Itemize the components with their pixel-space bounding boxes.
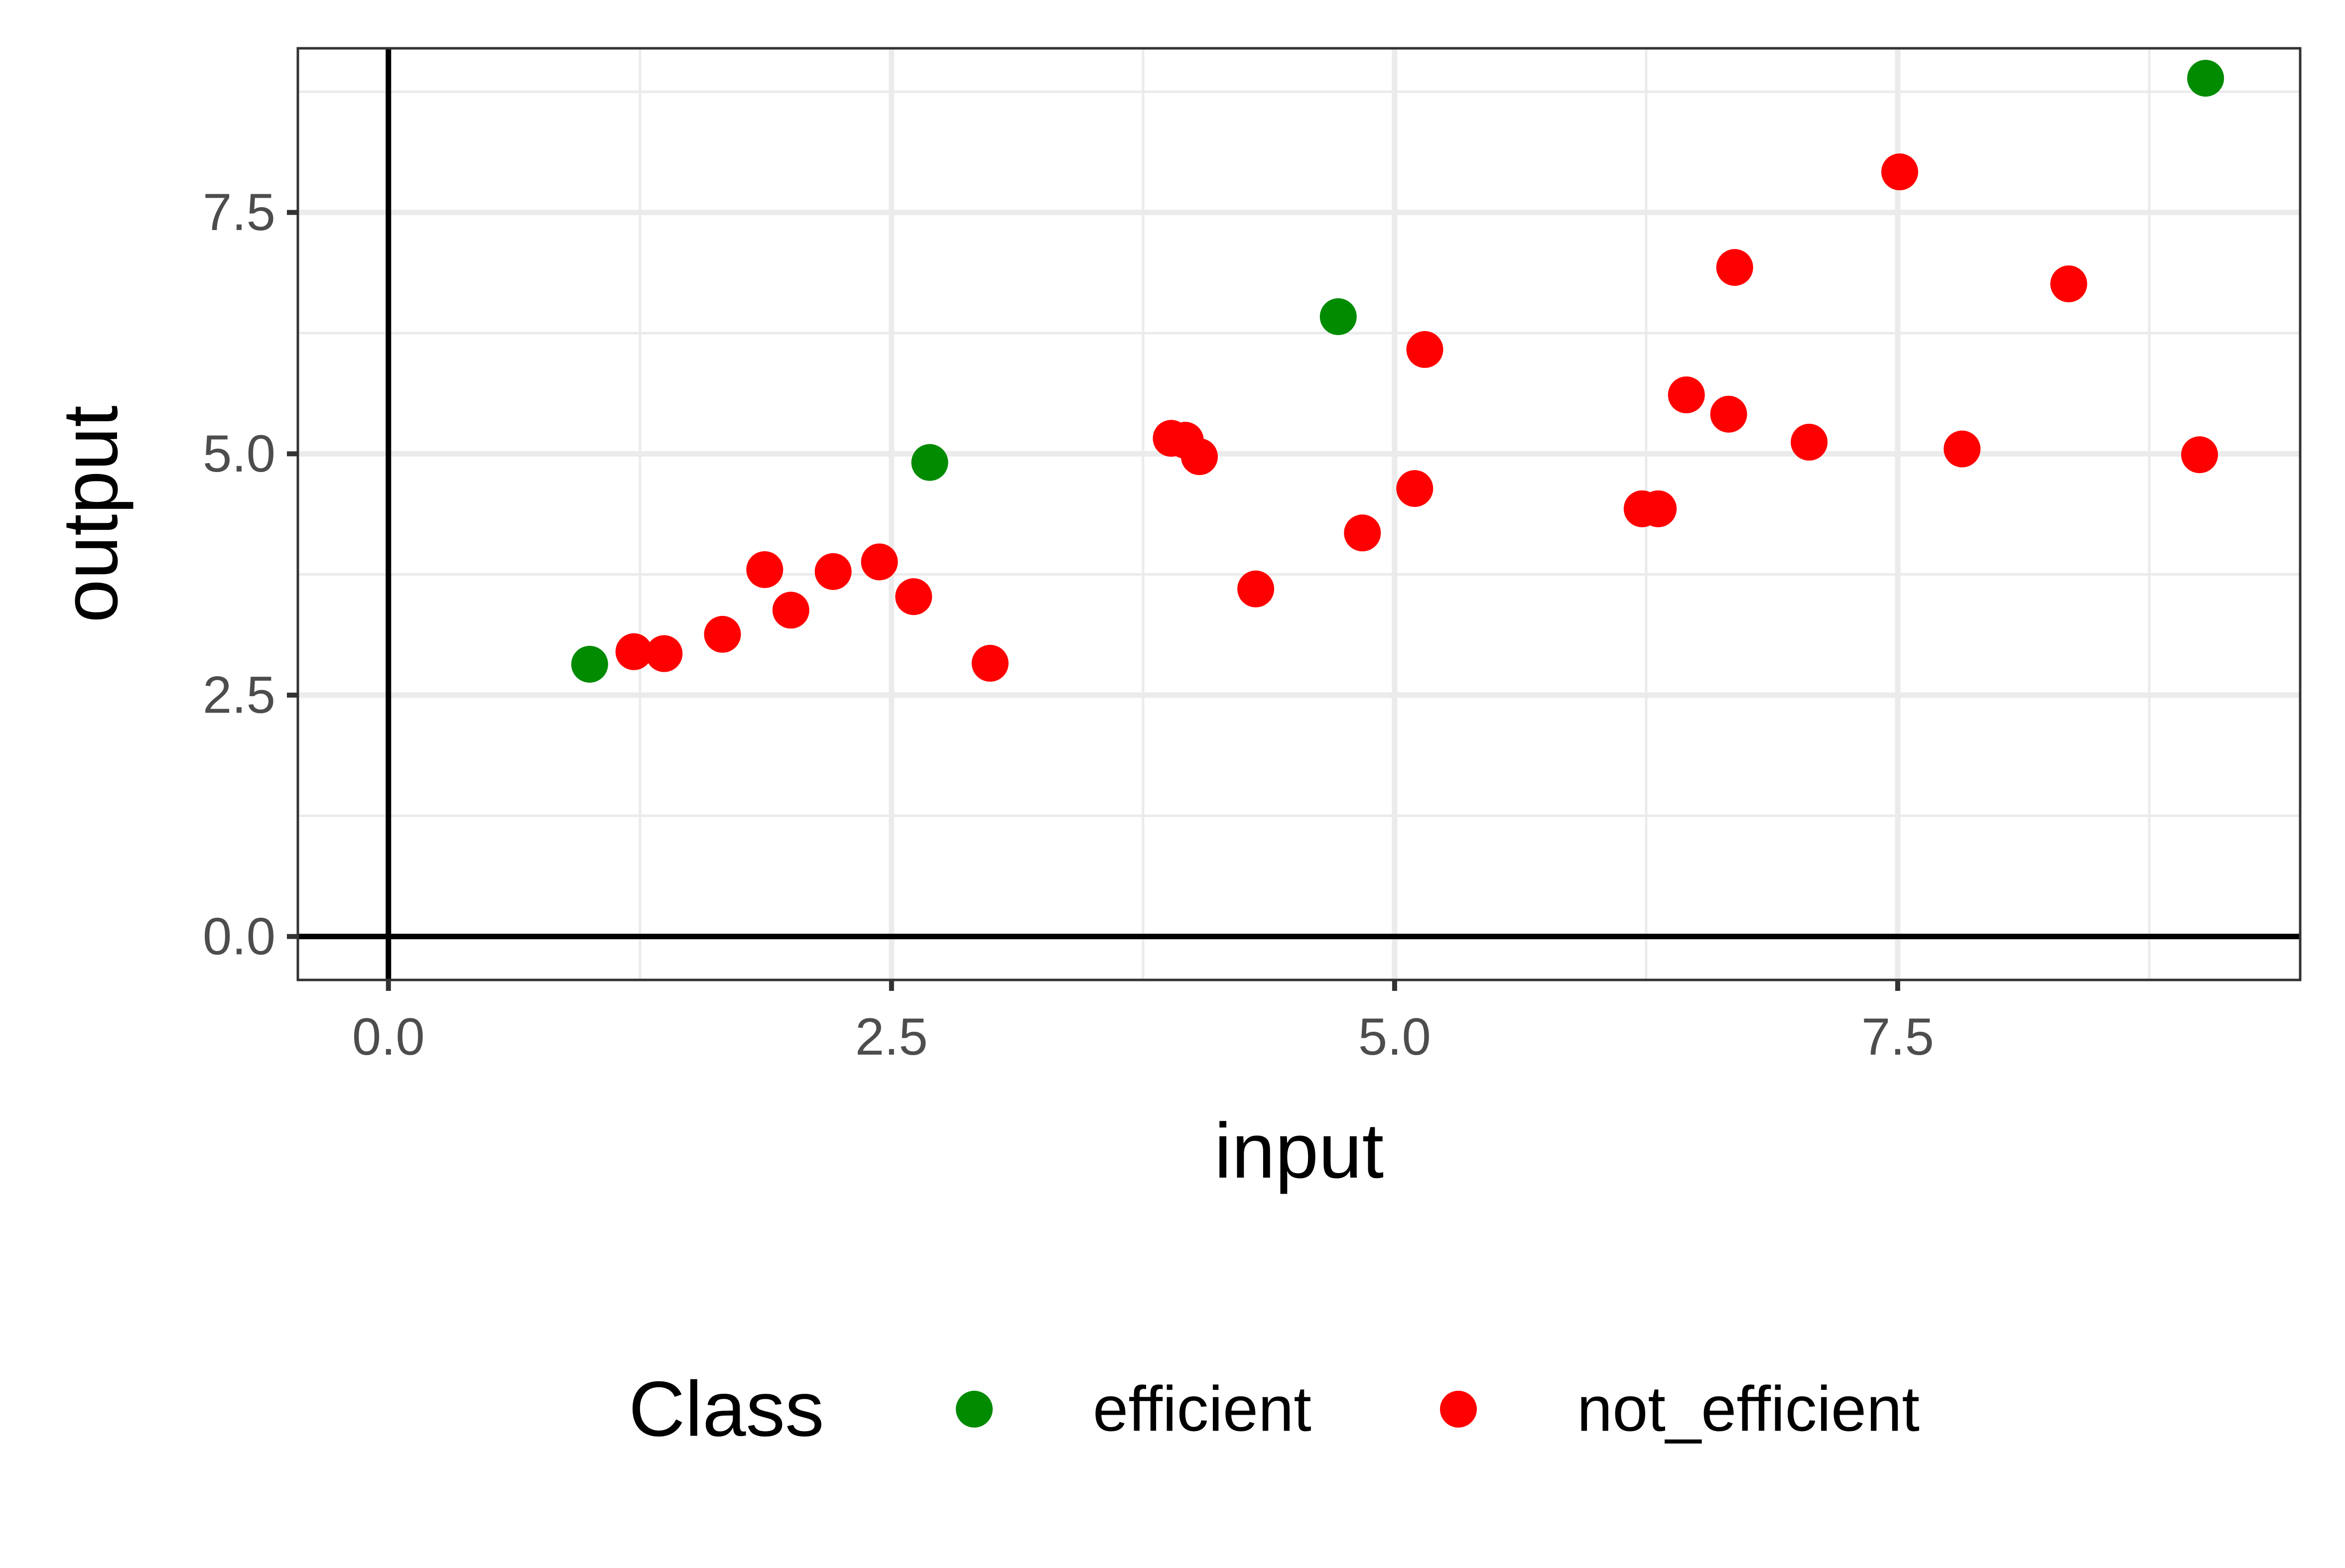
data-point-not-efficient: [1396, 470, 1433, 507]
panel-border: [296, 47, 2302, 981]
data-point-not-efficient: [1944, 430, 1981, 468]
data-point-not-efficient: [1716, 249, 1753, 286]
legend-label-efficient: efficient: [1093, 1374, 1311, 1445]
y-tick-label: 2.5: [203, 666, 275, 724]
data-point-not-efficient: [1791, 424, 1828, 461]
panel-background: [298, 48, 2300, 980]
data-point-not-efficient: [772, 592, 809, 629]
panel-border-rect: [296, 47, 2302, 981]
data-point-not-efficient: [1668, 376, 1705, 414]
legend: Class efficient not_efficient: [629, 1366, 1920, 1453]
data-point-not-efficient: [2181, 436, 2218, 474]
data-point-not-efficient: [971, 645, 1009, 682]
data-point-not-efficient: [1710, 395, 1747, 433]
data-point-not-efficient: [1344, 514, 1381, 552]
y-tick-label: 7.5: [203, 183, 275, 241]
data-point-not-efficient: [746, 551, 783, 588]
x-tick-label: 2.5: [855, 1008, 928, 1066]
data-point-not-efficient: [2050, 265, 2087, 303]
y-axis-title: output: [47, 405, 134, 623]
legend-key-not-efficient: [1440, 1391, 1477, 1428]
legend-key-efficient: [956, 1391, 993, 1428]
data-point-not-efficient: [1881, 153, 1918, 191]
data-point-not-efficient: [1237, 570, 1275, 607]
data-point-efficient: [911, 444, 948, 481]
legend-label-not-efficient: not_efficient: [1577, 1374, 1920, 1445]
data-point-not-efficient: [861, 543, 898, 581]
x-tick-label: 5.0: [1358, 1008, 1431, 1066]
data-point-efficient: [571, 645, 608, 683]
data-point-not-efficient: [1640, 490, 1677, 527]
data-point-not-efficient: [704, 615, 741, 653]
data-point-not-efficient: [1181, 438, 1218, 476]
x-axis: 0.0 2.5 5.0 7.5: [352, 980, 1934, 1066]
data-point-efficient: [2187, 60, 2224, 97]
reference-lines: [298, 48, 2300, 980]
data-point-not-efficient: [615, 633, 652, 670]
legend-title: Class: [629, 1366, 824, 1453]
x-tick-label: 7.5: [1861, 1008, 1934, 1066]
data-point-not-efficient: [646, 635, 683, 672]
x-tick-label: 0.0: [352, 1008, 425, 1066]
plot-panel: [298, 48, 2300, 980]
data-point-not-efficient: [814, 553, 852, 590]
data-points: [571, 60, 2224, 683]
y-axis: 0.0 2.5 5.0 7.5: [203, 183, 298, 965]
data-point-not-efficient: [895, 578, 932, 615]
data-point-not-efficient: [1406, 331, 1443, 368]
y-tick-label: 5.0: [203, 425, 275, 483]
y-tick-label: 0.0: [203, 907, 275, 965]
x-axis-title: input: [1214, 1107, 1384, 1195]
data-point-efficient: [1319, 298, 1357, 336]
